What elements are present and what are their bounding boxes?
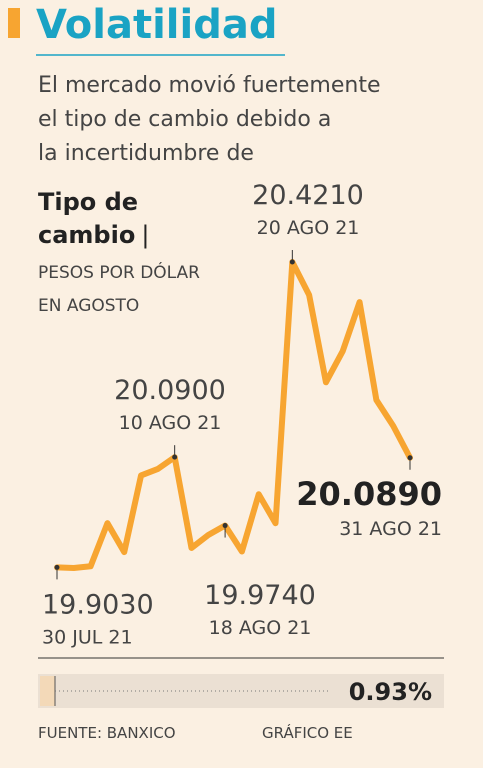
value-label: 19.9030 — [42, 589, 154, 620]
change-label: 0.93% — [349, 678, 432, 706]
line — [54, 259, 413, 571]
date-label: 18 AGO 21 — [209, 617, 312, 639]
source: FUENTE: BANXICO — [38, 724, 176, 742]
unit-label: PESOS POR DÓLAR EN AGOSTO — [38, 261, 205, 316]
separator: | — [141, 221, 149, 249]
value-label: 20.0900 — [114, 375, 226, 406]
date-label: 31 AGO 21 — [339, 518, 442, 540]
value-label: 19.9740 — [204, 580, 316, 611]
date-label: 10 AGO 21 — [119, 412, 222, 434]
date-label: 30 JUL 21 — [42, 626, 133, 648]
change-bar — [40, 676, 55, 706]
title: Volatilidad — [36, 2, 277, 48]
change-track — [38, 674, 444, 708]
accent-bar — [8, 8, 20, 38]
subtitle: El mercado movió fuertemente el tipo de … — [38, 73, 388, 166]
date-label: 20 AGO 21 — [257, 217, 360, 239]
chart-title: Tipo de cambio | — [38, 188, 149, 249]
value-label: 20.0890 — [296, 475, 442, 513]
credit: GRÁFICO EE — [262, 723, 353, 742]
value-label: 20.4210 — [252, 180, 364, 211]
